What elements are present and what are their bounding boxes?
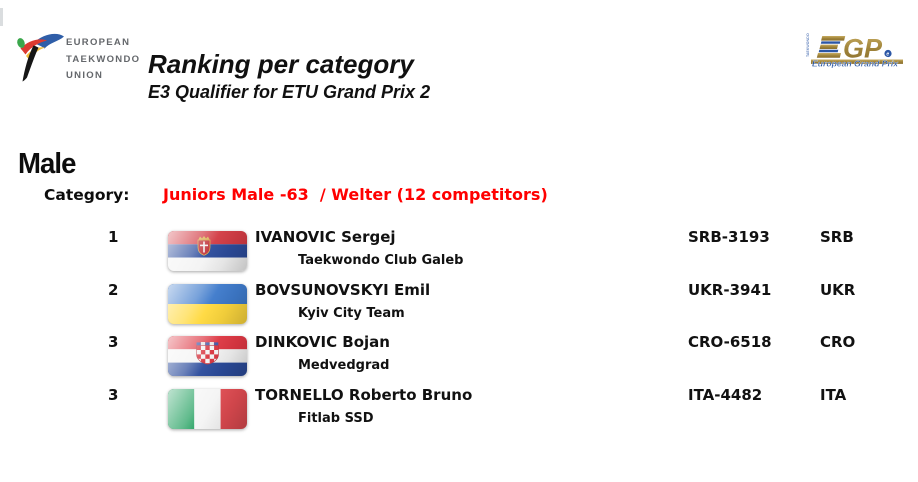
flag-croatia-icon: [168, 336, 247, 376]
egp-tagline: European Grand Prix: [812, 59, 898, 69]
page-subtitle: E3 Qualifier for ETU Grand Prix 2: [148, 82, 431, 102]
etu-logo-icon: [17, 33, 64, 82]
competitor-name: BOVSUNOVSKYI Emil: [255, 281, 431, 299]
category-value: Juniors Male -63 / Welter (12 competitor…: [163, 185, 548, 204]
rank-number: 1: [108, 228, 119, 246]
ranking-row: 3: [0, 334, 918, 386]
egp-letters-gp: GP: [843, 34, 883, 64]
egp-badge-circle: [884, 49, 892, 58]
flag-ukraine-icon: [168, 284, 247, 324]
egp-vertical-text: TAEKWONDO: [806, 33, 810, 57]
etu-word-line: UNION: [66, 70, 104, 81]
noc-code: ITA: [820, 386, 847, 404]
etu-word-line: EUROPEAN: [66, 37, 131, 48]
license-code: UKR-3941: [688, 281, 772, 299]
etu-word-line: TAEKWONDO: [66, 53, 141, 65]
flag-gloss: [168, 231, 247, 271]
egp-badge-letter: e: [886, 51, 889, 57]
egp-letter-e: [816, 36, 846, 58]
flag-italy-icon: [168, 389, 247, 429]
etu-logo-wordmark: EUROPEAN TAEKWONDO UNION: [66, 35, 140, 85]
club-name: Medvedgrad: [298, 358, 390, 373]
license-code: SRB-3193: [688, 228, 770, 246]
egp-gold-bar: [811, 59, 903, 64]
flag-gloss: [168, 336, 247, 376]
category-label: Category:: [44, 186, 130, 204]
page-title: Ranking per category: [148, 49, 414, 79]
competitor-name: DINKOVIC Bojan: [255, 333, 390, 351]
ranking-row: 1 IVANOVIC Sergej Taekwondo Club Galeb S…: [0, 229, 918, 281]
rank-number: 2: [108, 281, 119, 299]
club-name: Fitlab SSD: [298, 411, 374, 426]
rank-number: 3: [108, 333, 119, 351]
license-code: ITA-4482: [688, 386, 763, 404]
club-name: Kyiv City Team: [298, 306, 405, 321]
license-code: CRO-6518: [688, 333, 772, 351]
noc-code: SRB: [820, 228, 854, 246]
noc-code: UKR: [820, 281, 856, 299]
ranking-row: 2 BOVSUNOVSKYI Emil Kyiv City Team UKR-3…: [0, 282, 918, 334]
flag-gloss: [168, 389, 247, 429]
competitor-name: IVANOVIC Sergej: [255, 228, 396, 246]
gender-heading: Male: [18, 148, 76, 180]
rank-number: 3: [108, 386, 119, 404]
club-name: Taekwondo Club Galeb: [298, 253, 464, 268]
scan-artifact: [0, 8, 3, 26]
noc-code: CRO: [820, 333, 856, 351]
ranking-row: 3 TORNELLO Roberto Bruno Fitlab SSD ITA-…: [0, 387, 918, 439]
egp-logo-icon: TAEKWONDO GP e European Grand Prix: [806, 33, 903, 69]
competitor-name: TORNELLO Roberto Bruno: [255, 386, 473, 404]
flag-gloss: [168, 284, 247, 324]
flag-serbia-icon: [168, 231, 247, 271]
